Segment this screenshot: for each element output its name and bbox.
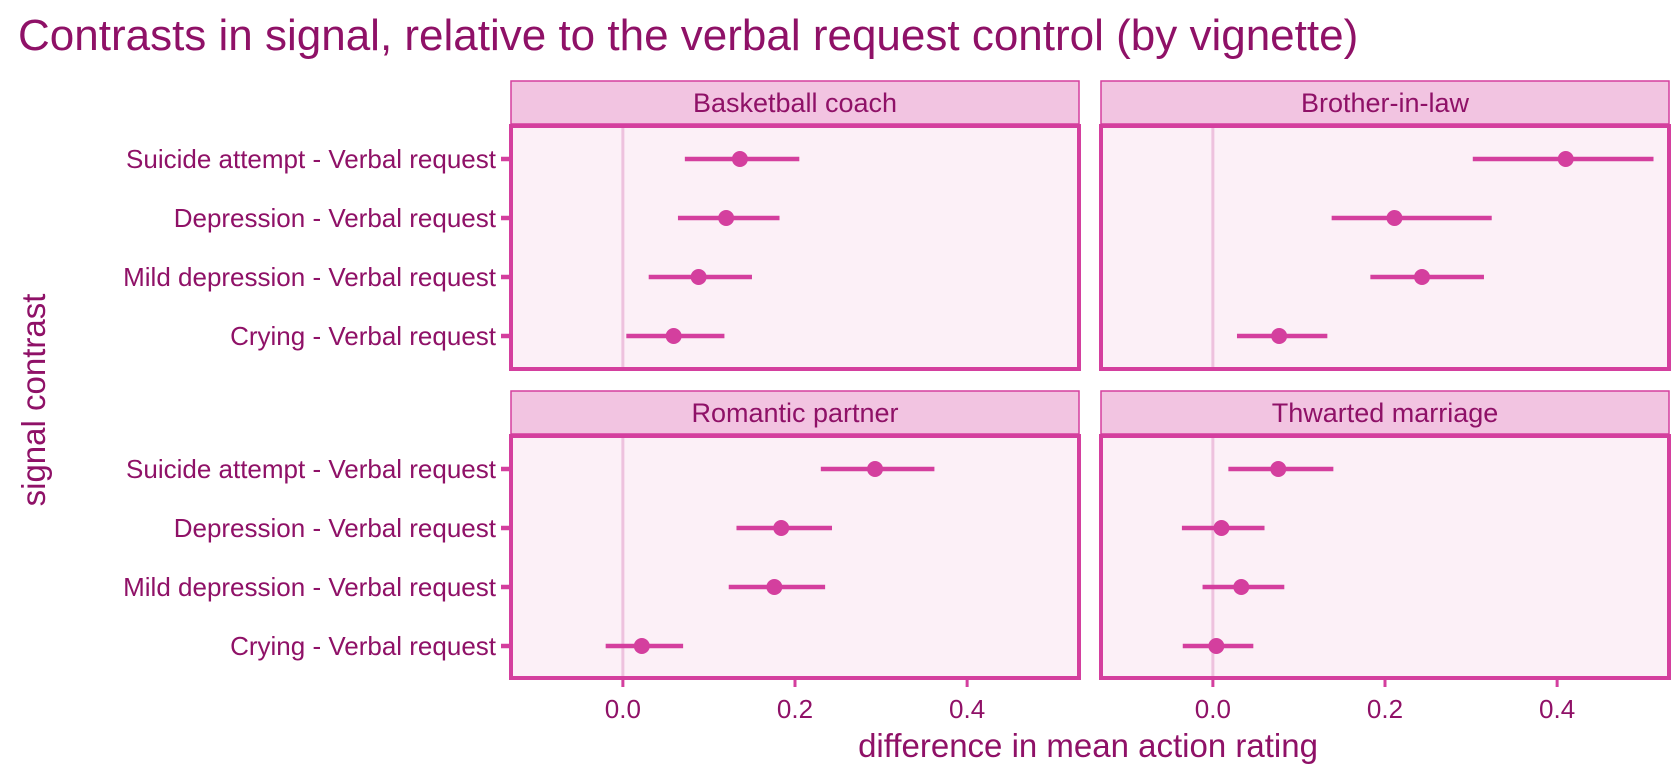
- panel-background: [1101, 126, 1669, 369]
- facet-strip: [1100, 390, 1670, 435]
- data-point: [690, 269, 707, 285]
- y-axis-title: signal contrast: [15, 294, 52, 507]
- facet-label: Basketball coach: [693, 88, 897, 118]
- data-point: [1270, 461, 1287, 477]
- chart-title: Contrasts in signal, relative to the ver…: [18, 11, 1358, 60]
- data-point: [773, 520, 790, 536]
- y-tick-label: Mild depression - Verbal request: [123, 572, 497, 602]
- data-point: [731, 151, 748, 167]
- y-tick-label: Suicide attempt - Verbal request: [126, 454, 497, 484]
- panel-background: [511, 436, 1079, 678]
- panel-border: [509, 124, 1081, 371]
- panel-background: [1101, 436, 1669, 678]
- x-tick-label: 0.2: [777, 694, 813, 724]
- x-tick-label: 0.0: [1195, 694, 1231, 724]
- x-tick-label: 0.4: [949, 694, 985, 724]
- y-tick-label: Suicide attempt - Verbal request: [126, 144, 497, 174]
- y-tick-label: Crying - Verbal request: [230, 321, 497, 351]
- facet-strip: [510, 390, 1080, 435]
- data-point: [867, 461, 884, 477]
- data-point: [1414, 269, 1431, 285]
- facet-panels: Basketball coach Suicide attempt - Verbal…: [123, 80, 1671, 724]
- data-point: [1271, 328, 1288, 344]
- facet-label: Thwarted marriage: [1272, 398, 1499, 428]
- data-point: [766, 579, 783, 595]
- facet-strip: [1100, 80, 1670, 125]
- x-tick-label: 0.0: [605, 694, 641, 724]
- y-tick-label: Depression - Verbal request: [174, 203, 497, 233]
- x-axis-title: difference in mean action rating: [858, 727, 1318, 764]
- facet-label: Brother-in-law: [1301, 88, 1470, 118]
- y-tick-label: Mild depression - Verbal request: [123, 262, 497, 292]
- y-tick-label: Crying - Verbal request: [230, 631, 497, 661]
- data-point: [1557, 151, 1574, 167]
- x-tick-label: 0.4: [1539, 694, 1575, 724]
- data-point: [1208, 638, 1225, 654]
- data-point: [665, 328, 682, 344]
- data-point: [718, 210, 735, 226]
- panel-border: [1099, 124, 1671, 371]
- data-point: [1386, 210, 1403, 226]
- data-point: [633, 638, 650, 654]
- x-tick-label: 0.2: [1367, 694, 1403, 724]
- panel-background: [511, 126, 1079, 369]
- data-point: [1213, 520, 1230, 536]
- data-point: [1233, 579, 1250, 595]
- y-tick-label: Depression - Verbal request: [174, 513, 497, 543]
- facet-label: Romantic partner: [691, 398, 898, 428]
- facet-strip: [510, 80, 1080, 125]
